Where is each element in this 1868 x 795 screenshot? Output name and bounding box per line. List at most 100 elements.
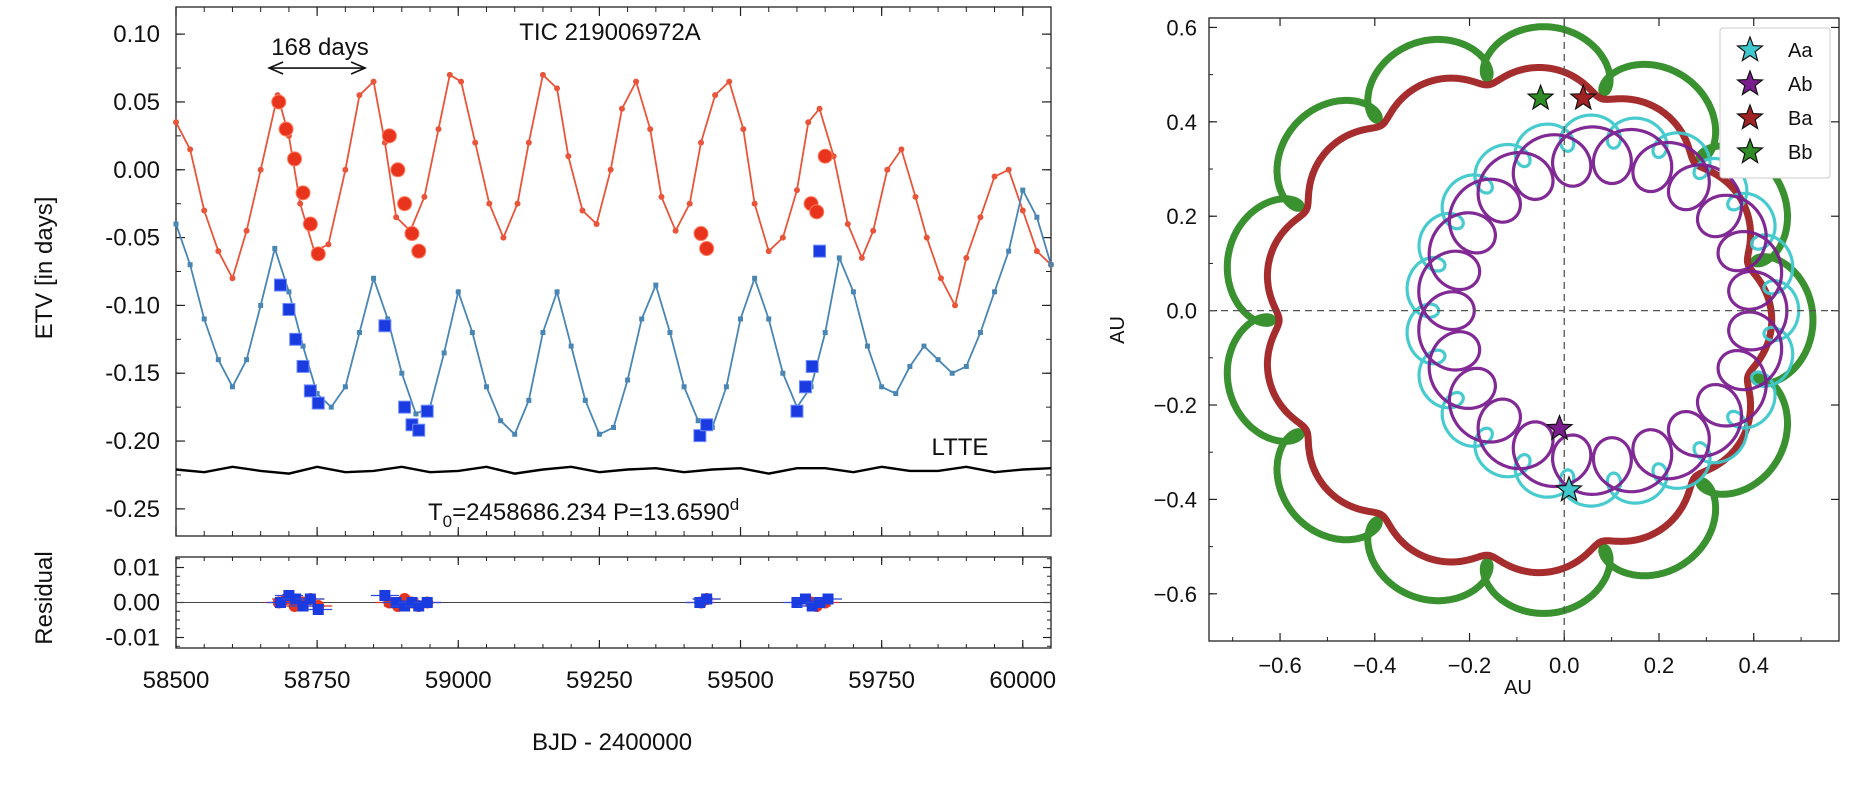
primary-observed-point (390, 162, 406, 178)
primary-observed-point (699, 240, 715, 256)
orbit-legend: Aa Ab Ba Bb (1719, 27, 1831, 179)
secondary-residual-point (701, 593, 713, 605)
secondary-model-point (963, 363, 969, 369)
secondary-model-point (540, 330, 546, 336)
primary-model-point (740, 126, 747, 133)
etv-y-tick-label: 0.05 (113, 89, 160, 116)
legend-label-bb: Bb (1788, 142, 1812, 164)
etv-plot-area (173, 61, 1054, 475)
ltte-curve (175, 465, 1052, 475)
secondary-model-point (822, 330, 828, 336)
etv-y-tick-label: -0.15 (105, 360, 160, 387)
primary-model-point (672, 227, 679, 234)
primary-model-point (257, 166, 264, 173)
primary-observed-point (287, 151, 303, 167)
legend-star-bb (1735, 137, 1765, 164)
orbit-track-bb (1223, 23, 1817, 617)
secondary-model-point (738, 316, 744, 322)
primary-observed-point (693, 226, 709, 242)
primary-model-point (647, 126, 654, 133)
primary-observed-point (295, 185, 311, 201)
secondary-model-point (639, 316, 645, 322)
residual-y-label: Residual (31, 551, 58, 644)
secondary-observed-point (398, 400, 412, 414)
secondary-model-point (766, 316, 772, 322)
orbit-y-tick-label: 0.0 (1166, 299, 1197, 324)
secondary-model-point (653, 282, 659, 288)
secondary-model-point (498, 418, 504, 424)
secondary-model-point (611, 424, 616, 430)
secondary-model-point (229, 384, 235, 390)
secondary-model-point (1020, 187, 1026, 193)
secondary-model-point (977, 330, 983, 336)
secondary-residual-point (799, 593, 811, 605)
x-tick-label: 58750 (284, 667, 351, 694)
secondary-model-point (399, 370, 405, 376)
legend-label-aa: Aa (1788, 40, 1813, 62)
secondary-model-point (554, 289, 560, 295)
primary-model-point (565, 153, 572, 160)
secondary-residual-point (399, 600, 411, 612)
primary-model-point (458, 78, 465, 85)
primary-observed-point (381, 128, 397, 144)
primary-model-point (325, 241, 332, 248)
secondary-residual-point (290, 593, 302, 605)
primary-model-point (884, 166, 891, 173)
secondary-model-point (893, 391, 899, 397)
primary-model-point (726, 78, 733, 85)
ltte-label: LTTE (932, 434, 989, 461)
legend-label-ab: Ab (1788, 74, 1812, 96)
secondary-model-point (526, 397, 532, 403)
primary-model-point (187, 146, 194, 153)
secondary-model-point (879, 384, 885, 390)
secondary-model-point (921, 343, 927, 349)
primary-model-point (870, 227, 877, 234)
primary-model-point (712, 92, 719, 99)
secondary-model-point (935, 357, 941, 363)
secondary-model-point (328, 404, 334, 410)
etv-y-tick-label: -0.05 (105, 225, 160, 252)
orbit-y-label: AU (1107, 316, 1129, 344)
primary-model-point (633, 78, 640, 85)
primary-model-point (805, 119, 812, 126)
primary-model-point (698, 139, 704, 146)
primary-observed-point (817, 148, 833, 164)
primary-model-point (421, 193, 428, 200)
primary-observed-point (310, 246, 326, 262)
secondary-residual-point (390, 597, 402, 608)
secondary-observed-point (303, 384, 317, 398)
x-tick-label: 60000 (989, 667, 1056, 694)
secondary-model-point (187, 262, 193, 268)
secondary-model-point (244, 357, 250, 363)
secondary-model-point (413, 411, 419, 417)
orbit-y-tick-label: 0.4 (1166, 110, 1197, 135)
secondary-residual-point (379, 590, 391, 601)
orbit-x-tick-label: 0.2 (1644, 653, 1675, 678)
primary-model-point (912, 193, 919, 200)
secondary-observed-point (805, 359, 819, 373)
legend-star-ba (1735, 103, 1765, 130)
legend-star-aa (1735, 35, 1765, 62)
secondary-model-point (625, 377, 631, 383)
secondary-residual-point (406, 597, 418, 608)
period-arrow-head-right (350, 61, 368, 75)
legend-label-ba: Ba (1788, 108, 1813, 130)
secondary-observed-point (700, 418, 714, 432)
orbit-y-tick-label: −0.2 (1154, 393, 1197, 418)
orbit-y-tick-label: 0.6 (1166, 15, 1197, 40)
primary-model-point (525, 139, 532, 146)
primary-model-point (229, 275, 236, 282)
primary-model-point (579, 207, 586, 214)
secondary-model-point (850, 289, 856, 295)
orbit-y-tick-label: −0.6 (1154, 582, 1197, 607)
residual-x-label: BJD - 2400000 (532, 729, 692, 756)
primary-model-point (607, 166, 614, 173)
x-tick-label: 59500 (707, 667, 774, 694)
secondary-model-point (258, 302, 264, 308)
primary-model-point (751, 200, 758, 207)
etv-y-tick-label: 0.10 (113, 21, 160, 48)
primary-model-point (991, 173, 998, 180)
x-tick-label: 59250 (566, 667, 633, 694)
secondary-model-point (695, 418, 701, 424)
